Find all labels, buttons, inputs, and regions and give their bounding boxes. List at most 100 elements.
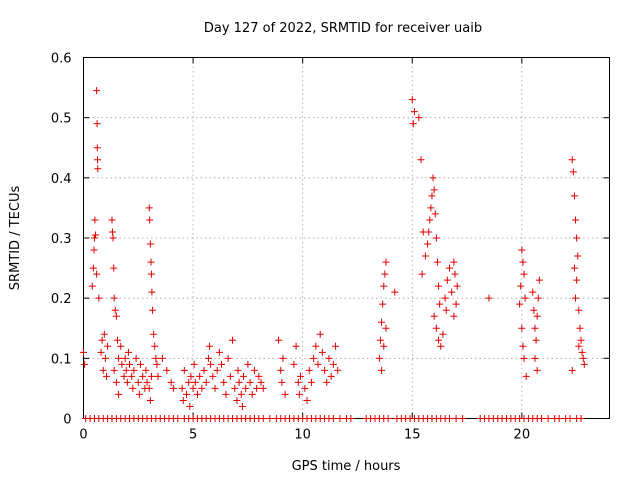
- data-point: [200, 366, 208, 374]
- data-point: [239, 372, 247, 380]
- data-point: [142, 366, 150, 374]
- data-point: [115, 390, 123, 398]
- data-point: [531, 324, 539, 332]
- data-point: [432, 234, 440, 242]
- data-point: [530, 306, 538, 314]
- data-point: [242, 384, 250, 392]
- data-point: [378, 318, 386, 326]
- data-point: [307, 378, 315, 386]
- data-point: [213, 366, 221, 374]
- data-point: [185, 378, 193, 386]
- data-point: [296, 372, 304, 380]
- data-point: [294, 378, 302, 386]
- data-point: [118, 360, 126, 368]
- data-point: [441, 294, 449, 302]
- data-point: [430, 312, 438, 320]
- data-point: [112, 378, 120, 386]
- data-point: [378, 366, 386, 374]
- y-tick-label: 0.2: [51, 292, 72, 307]
- data-point: [347, 415, 355, 422]
- data-point: [292, 342, 300, 350]
- data-point: [451, 270, 459, 278]
- data-point: [179, 396, 187, 404]
- data-point: [259, 415, 267, 422]
- data-point: [153, 360, 161, 368]
- data-point: [305, 366, 313, 374]
- data-point: [573, 276, 581, 284]
- data-point: [380, 282, 388, 290]
- data-point: [382, 324, 390, 332]
- data-point: [532, 336, 540, 344]
- data-point: [229, 336, 237, 344]
- data-point: [534, 294, 542, 302]
- data-point: [132, 354, 140, 362]
- data-point: [452, 415, 460, 422]
- data-point: [522, 372, 530, 380]
- data-point: [376, 336, 384, 344]
- data-point: [520, 270, 528, 278]
- data-point: [190, 360, 198, 368]
- data-point: [519, 258, 527, 266]
- data-point: [279, 354, 287, 362]
- data-point: [580, 360, 588, 368]
- data-point: [218, 360, 226, 368]
- data-point: [410, 108, 418, 116]
- data-point: [198, 384, 206, 392]
- data-point: [93, 87, 101, 95]
- data-point: [98, 336, 106, 344]
- grid-lines: [83, 57, 610, 419]
- data-point: [452, 300, 460, 308]
- data-point: [579, 354, 587, 362]
- data-point: [110, 264, 118, 272]
- data-point: [312, 342, 320, 350]
- data-point: [329, 415, 337, 422]
- data-point: [180, 366, 188, 374]
- data-point: [310, 354, 318, 362]
- data-point: [145, 204, 153, 212]
- data-point: [569, 168, 577, 176]
- data-point: [95, 294, 103, 302]
- data-point: [100, 330, 108, 338]
- plot-frame: [83, 57, 610, 419]
- chart-title: Day 127 of 2022, SRMTID for receiver uai…: [204, 21, 482, 36]
- data-point: [92, 231, 100, 239]
- data-point: [215, 348, 223, 356]
- data-point: [191, 378, 199, 386]
- data-point: [196, 372, 204, 380]
- data-point: [111, 306, 119, 314]
- data-point: [255, 372, 263, 380]
- data-point: [453, 282, 461, 290]
- y-tick-label: 0.3: [51, 232, 72, 247]
- data-point: [183, 390, 191, 398]
- data-point: [110, 294, 118, 302]
- data-point: [235, 378, 243, 386]
- data-point: [325, 354, 333, 362]
- data-point: [572, 294, 580, 302]
- data-point: [518, 324, 526, 332]
- data-point: [88, 282, 96, 290]
- data-point: [329, 360, 337, 368]
- data-point: [145, 384, 153, 392]
- data-point: [577, 336, 585, 344]
- data-point: [418, 270, 426, 278]
- data-point: [544, 415, 552, 422]
- y-tick-label: 0.6: [51, 52, 72, 67]
- data-point: [93, 144, 101, 152]
- data-point: [91, 216, 99, 224]
- data-point: [433, 258, 441, 266]
- data-point: [124, 348, 132, 356]
- data-point: [576, 324, 584, 332]
- data-point: [150, 330, 158, 338]
- data-point: [408, 96, 416, 104]
- data-point: [334, 366, 342, 374]
- x-tick-label: 10: [294, 428, 311, 443]
- data-point: [575, 342, 583, 350]
- data-point: [259, 384, 267, 392]
- y-tick-label: 0.1: [51, 352, 72, 367]
- y-axis-label: SRMTID / TECUs: [8, 186, 23, 291]
- x-tick-label: 5: [189, 428, 197, 443]
- data-point: [566, 415, 574, 422]
- data-point: [318, 348, 326, 356]
- data-point: [379, 300, 387, 308]
- x-tick-label: 0: [79, 428, 87, 443]
